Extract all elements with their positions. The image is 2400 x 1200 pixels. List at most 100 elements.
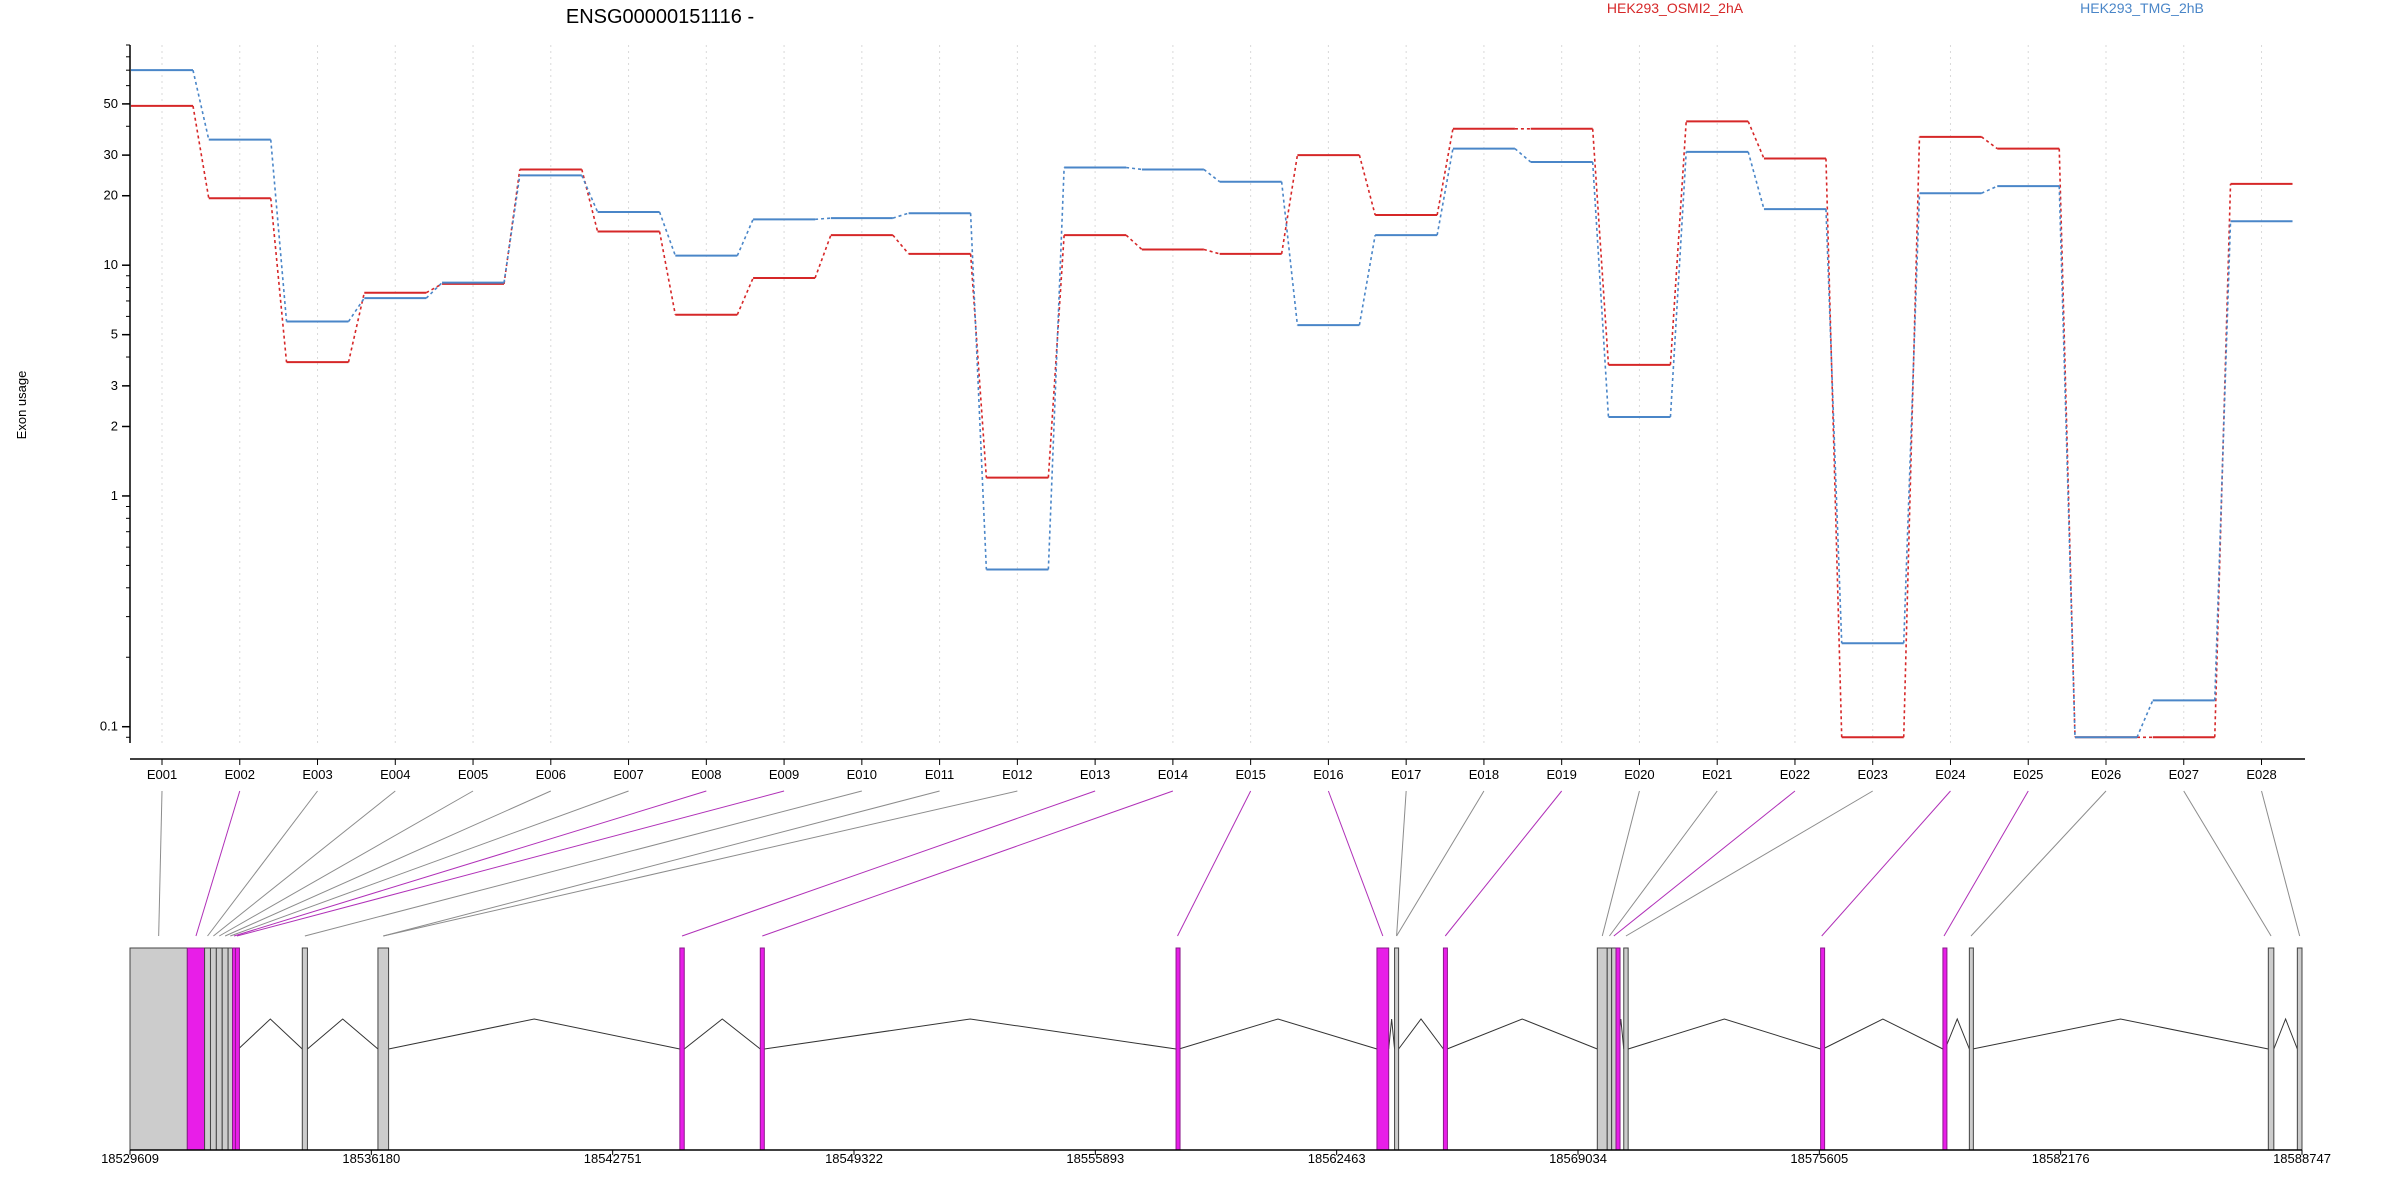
exon-link-line xyxy=(1970,790,2107,937)
exon-box xyxy=(1611,947,1617,1151)
series-1-connector xyxy=(1747,151,1765,210)
series-1-connector xyxy=(1902,193,1921,644)
x-tick-label: E020 xyxy=(1624,767,1654,782)
x-tick-label: E002 xyxy=(225,767,255,782)
exon-box xyxy=(129,947,188,1151)
coordinate-tick-label: 18582176 xyxy=(2032,1151,2090,1166)
exon-link-line xyxy=(2183,790,2272,937)
exon-box xyxy=(234,947,240,1151)
series-0-connector xyxy=(1825,158,1843,738)
exon-link-line xyxy=(1177,790,1252,937)
x-tick-label: E026 xyxy=(2091,767,2121,782)
legend-series-tmg: HEK293_TMG_2hB xyxy=(2080,0,2204,16)
y-tick-label: 50 xyxy=(104,96,118,111)
exon-box xyxy=(1442,947,1448,1151)
series-1-connector xyxy=(1047,167,1065,570)
series-0-connector xyxy=(1747,121,1765,159)
exon-link-line xyxy=(1396,790,1407,937)
x-tick-label: E018 xyxy=(1469,767,1499,782)
x-tick-label: E015 xyxy=(1235,767,1265,782)
intron-line xyxy=(1388,1018,1396,1050)
x-tick-label: E005 xyxy=(458,767,488,782)
intron-line xyxy=(1972,1018,2269,1050)
intron-line xyxy=(1178,1018,1378,1050)
x-tick-label: E004 xyxy=(380,767,410,782)
series-1-connector xyxy=(1126,166,1142,171)
exon-box xyxy=(301,947,308,1151)
legend-series-osmi2: HEK293_OSMI2_2hA xyxy=(1607,0,1744,16)
series-1-connector xyxy=(581,175,599,213)
x-tick-label: E023 xyxy=(1858,767,1888,782)
x-tick-label: E022 xyxy=(1780,767,1810,782)
intron-line xyxy=(764,1018,1177,1050)
series-1-connector xyxy=(2058,186,2076,738)
exon-box xyxy=(1394,947,1400,1151)
intron-line xyxy=(1628,1018,1821,1050)
exon-link-line xyxy=(1821,790,1951,937)
x-tick-label: E027 xyxy=(2169,767,2199,782)
series-0-connector xyxy=(347,292,366,363)
y-tick-label: 1 xyxy=(111,488,118,503)
series-0-connector xyxy=(969,253,988,478)
y-tick-label: 5 xyxy=(111,327,118,342)
exon-link-line xyxy=(1943,790,2029,937)
series-0-connector xyxy=(1981,136,1998,150)
series-1-connector xyxy=(1825,209,1843,644)
x-tick-label: E008 xyxy=(691,767,721,782)
series-0-connector xyxy=(814,234,832,279)
exon-box xyxy=(2296,947,2303,1151)
exon-box xyxy=(1623,947,1629,1151)
exon-link-line xyxy=(233,790,707,937)
exon-link-line xyxy=(219,790,474,937)
intron-line xyxy=(307,1018,379,1050)
intron-line xyxy=(388,1018,680,1050)
chart-title: ENSG00000151116 - xyxy=(566,6,754,28)
exon-link-line xyxy=(681,790,1096,937)
y-tick-label: 2 xyxy=(111,418,118,433)
y-tick-label: 30 xyxy=(104,147,118,162)
series-1-connector xyxy=(892,212,909,219)
intron-line xyxy=(238,1018,303,1050)
exon-link-line xyxy=(2261,790,2301,937)
x-tick-label: E010 xyxy=(847,767,877,782)
exon-link-line xyxy=(224,790,552,937)
x-tick-label: E012 xyxy=(1002,767,1032,782)
exon-link-line xyxy=(1601,790,1640,937)
series-1-connector xyxy=(969,213,988,570)
series-1-connector xyxy=(1591,161,1610,417)
series-0-connector xyxy=(892,234,910,255)
x-tick-label: E028 xyxy=(2246,767,2276,782)
series-1-connector xyxy=(1280,181,1299,326)
series-1-connector xyxy=(192,70,210,140)
intron-line xyxy=(1398,1018,1444,1050)
gene-model xyxy=(129,947,2303,1151)
exon-box xyxy=(1175,947,1181,1151)
y-axis-label: Exon usage xyxy=(14,371,29,440)
series-1-connector xyxy=(1203,168,1221,183)
x-tick-label: E003 xyxy=(302,767,332,782)
series-lines xyxy=(131,69,2293,739)
exon-link-line xyxy=(1613,790,1796,937)
exon-link-line xyxy=(230,790,629,937)
series-0-connector xyxy=(1280,154,1299,254)
exon-box xyxy=(209,947,217,1151)
exon-box xyxy=(204,947,211,1151)
series-1-connector xyxy=(1358,234,1376,326)
x-tick-label: E011 xyxy=(925,767,954,782)
exon-link-line xyxy=(195,790,241,937)
series-0-connector xyxy=(1125,234,1143,251)
x-tick-label: E009 xyxy=(769,767,799,782)
y-tick-label: 0.1 xyxy=(100,719,118,734)
series-0-connector xyxy=(2058,148,2076,738)
exon-box xyxy=(227,947,234,1151)
series-1-connector xyxy=(503,175,521,283)
exon-box xyxy=(377,947,390,1151)
series-0-connector xyxy=(1047,235,1065,478)
coordinate-tick-label: 18562463 xyxy=(1308,1151,1366,1166)
exon-box xyxy=(2267,947,2275,1151)
exon-box xyxy=(221,947,229,1151)
exon-link-line xyxy=(213,790,396,937)
exon-box xyxy=(1820,947,1826,1151)
series-1-connector xyxy=(1436,148,1454,236)
